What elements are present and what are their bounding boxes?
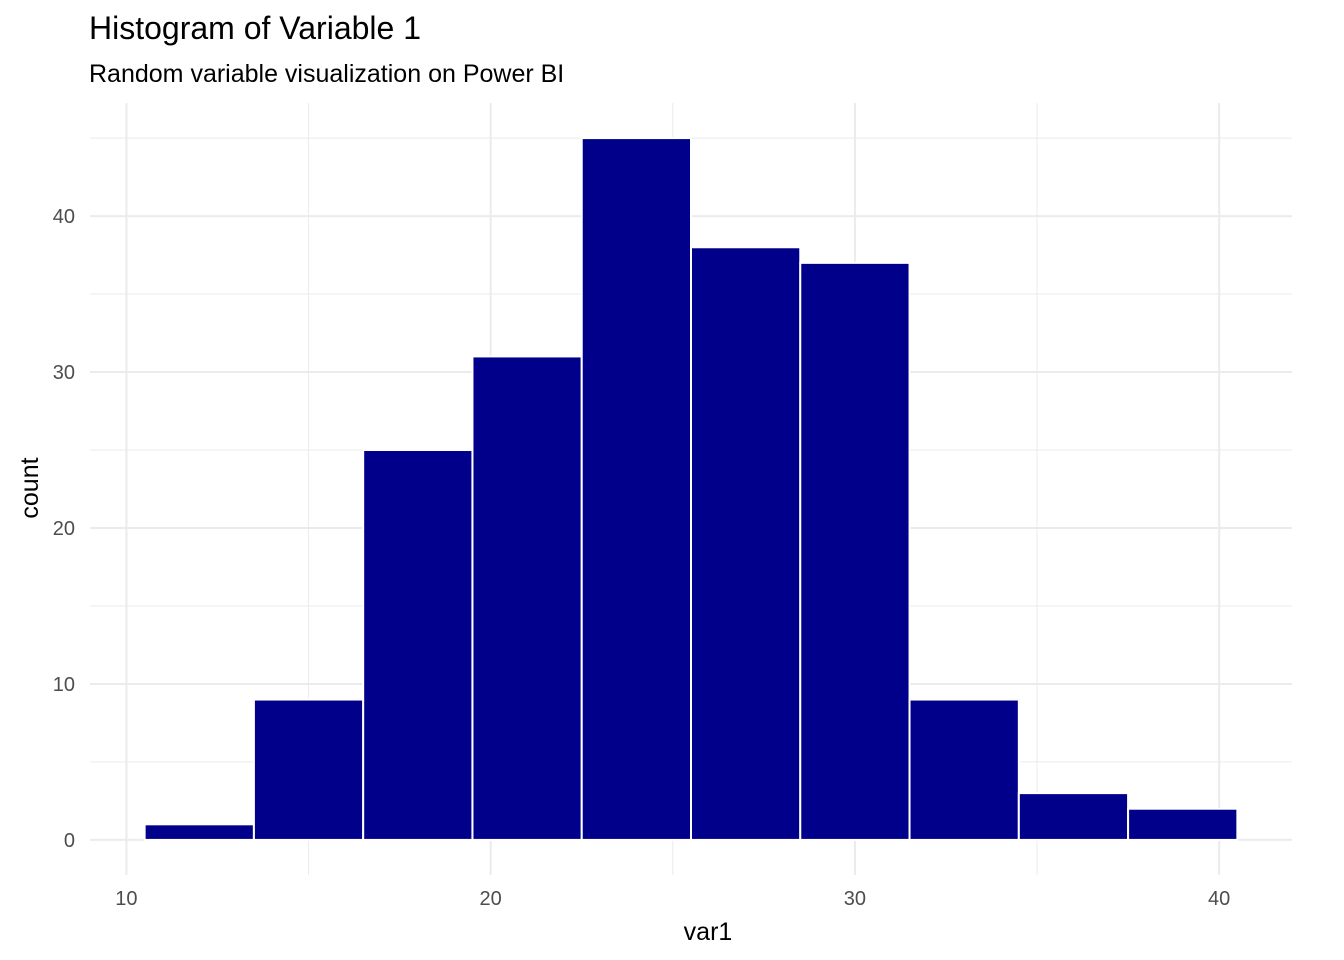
x-axis-ticks: 10 20 30 40 xyxy=(115,888,1230,910)
histogram-bars xyxy=(143,137,1239,841)
x-tick-label: 30 xyxy=(844,888,866,910)
histogram-bar-5 xyxy=(580,137,693,841)
y-tick-label: 40 xyxy=(53,206,75,228)
histogram-bar-8 xyxy=(908,698,1020,841)
histogram-bar-3 xyxy=(362,449,474,841)
histogram-bar-1 xyxy=(143,823,255,841)
y-tick-label: 20 xyxy=(53,518,75,540)
x-tick-label: 40 xyxy=(1208,888,1230,910)
histogram-bar-2 xyxy=(252,698,365,841)
y-tick-label: 10 xyxy=(53,674,75,696)
x-tick-label: 10 xyxy=(115,888,137,910)
x-tick-label: 20 xyxy=(480,888,502,910)
histogram-bar-10 xyxy=(1127,807,1239,841)
histogram-bar-4 xyxy=(471,355,583,841)
y-tick-label: 30 xyxy=(53,362,75,384)
chart-subtitle: Random variable visualization on Power B… xyxy=(89,60,565,88)
histogram-bar-6 xyxy=(690,246,802,841)
y-tick-label: 0 xyxy=(64,830,75,852)
histogram-bar-9 xyxy=(1017,792,1130,841)
histogram-bar-7 xyxy=(799,261,911,841)
y-axis-ticks: 0 10 20 30 40 xyxy=(53,206,75,852)
y-axis-title: count xyxy=(16,457,44,518)
x-axis-title: var1 xyxy=(684,918,733,946)
chart-title: Histogram of Variable 1 xyxy=(89,10,421,46)
